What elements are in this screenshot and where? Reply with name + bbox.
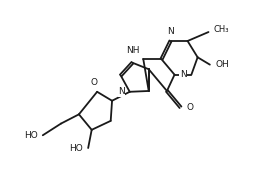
Text: O: O bbox=[186, 103, 194, 112]
Text: NH: NH bbox=[126, 46, 139, 55]
Text: CH₃: CH₃ bbox=[213, 25, 229, 34]
Text: N: N bbox=[180, 70, 187, 79]
Text: OH: OH bbox=[216, 60, 230, 69]
Text: HO: HO bbox=[24, 131, 38, 140]
Text: N: N bbox=[129, 49, 136, 58]
Text: O: O bbox=[91, 78, 98, 87]
Text: HO: HO bbox=[70, 143, 83, 152]
Text: N: N bbox=[118, 87, 125, 96]
Text: N: N bbox=[167, 27, 174, 36]
